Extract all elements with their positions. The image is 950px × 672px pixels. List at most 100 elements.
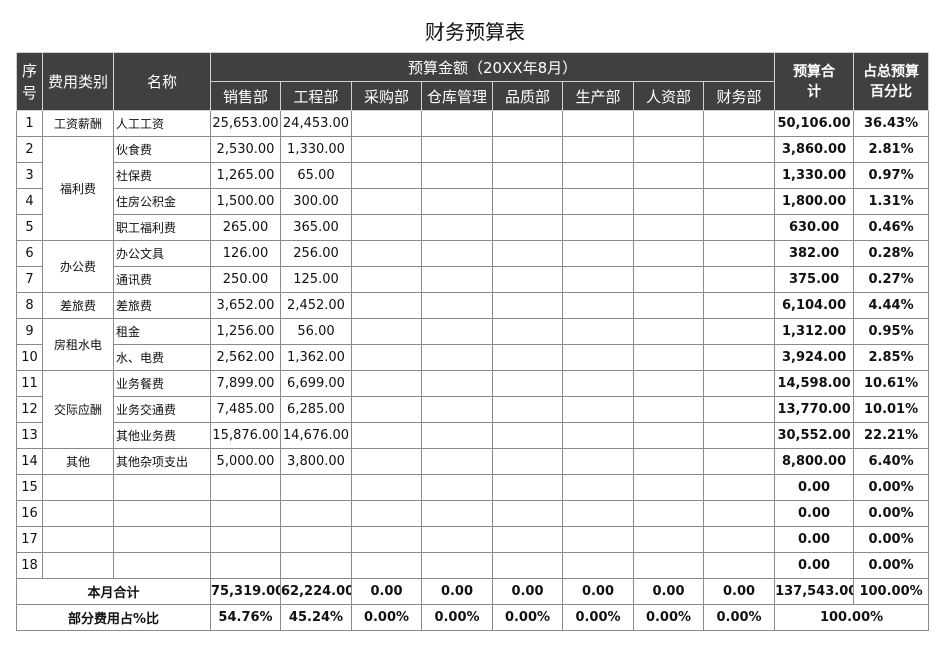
percent-cell: 4.44% <box>853 292 930 319</box>
total-cell: 1,800.00 <box>774 188 855 215</box>
name-cell <box>113 474 211 501</box>
amount-cell <box>421 136 493 163</box>
amount-cell: 65.00 <box>280 162 352 189</box>
total-cell: 14,598.00 <box>774 370 855 397</box>
total-cell: 0.00 <box>774 500 855 527</box>
amount-cell: 1,362.00 <box>280 344 352 371</box>
amount-cell <box>633 422 704 449</box>
amount-cell <box>702 396 776 423</box>
amount-cell <box>351 370 422 397</box>
amount-cell <box>492 396 563 423</box>
amount-cell <box>351 292 422 319</box>
table-row: 12 业务交通费 7,485.00 6,285.00 13,770.00 10.01% <box>16 396 930 423</box>
amount-cell: 0.00 <box>351 578 422 605</box>
amount-cell <box>492 188 563 215</box>
amount-cell: 7,485.00 <box>210 396 281 423</box>
amount-cell <box>421 500 493 527</box>
amount-cell: 7,899.00 <box>210 370 281 397</box>
row-number: 9 <box>16 318 43 345</box>
amount-cell <box>633 266 704 293</box>
percent-cell: 0.28% <box>853 240 930 267</box>
amount-cell <box>702 422 776 449</box>
category-cell <box>42 500 114 527</box>
amount-cell <box>633 136 704 163</box>
amount-cell <box>421 214 493 241</box>
amount-cell <box>562 318 634 345</box>
amount-cell <box>702 370 776 397</box>
percent-cell: 10.61% <box>853 370 930 397</box>
amount-cell: 125.00 <box>280 266 352 293</box>
month-total-row: 本月合计 75,319.00 62,224.00 0.00 0.00 0.00 0.00 0.… <box>16 578 930 605</box>
row-number: 8 <box>16 292 43 319</box>
category-cell: 福利费 <box>42 136 114 241</box>
amount-cell: 3,800.00 <box>280 448 352 475</box>
amount-cell <box>702 474 776 501</box>
row-number: 11 <box>16 370 43 397</box>
amount-cell <box>562 474 634 501</box>
amount-cell: 1,330.00 <box>280 136 352 163</box>
total-cell: 0.00 <box>774 526 855 553</box>
amount-cell <box>492 448 563 475</box>
amount-cell <box>562 162 634 189</box>
amount-cell <box>351 396 422 423</box>
share-cell: 0.00% <box>492 604 563 631</box>
amount-cell <box>702 266 776 293</box>
amount-cell <box>562 396 634 423</box>
amount-cell <box>633 500 704 527</box>
amount-cell <box>421 188 493 215</box>
header-cell: 费用类别 <box>42 52 114 111</box>
amount-cell <box>421 110 493 137</box>
department-header: 仓库管理 <box>421 81 493 111</box>
amount-cell: 6,285.00 <box>280 396 352 423</box>
total-cell: 630.00 <box>774 214 855 241</box>
table-row: 9 房租水电 租金 1,256.00 56.00 1,312.00 0.95% <box>16 318 930 371</box>
amount-cell <box>562 292 634 319</box>
amount-cell: 300.00 <box>280 188 352 215</box>
table-row: 10 水、电费 2,562.00 1,362.00 3,924.00 2.85% <box>16 344 930 371</box>
amount-cell <box>562 136 634 163</box>
amount-cell <box>633 214 704 241</box>
amount-cell <box>210 526 281 553</box>
amount-cell <box>351 214 422 241</box>
total-cell: 100.00% <box>774 604 930 631</box>
table-row: 2 福利费 伙食费 2,530.00 1,330.00 3,860.00 2.81% <box>16 136 930 241</box>
percent-cell: 0.00% <box>853 500 930 527</box>
amount-cell <box>421 474 493 501</box>
amount-cell: 256.00 <box>280 240 352 267</box>
amount-cell <box>421 292 493 319</box>
amount-cell <box>492 370 563 397</box>
row-number: 16 <box>16 500 43 527</box>
percent-cell: 22.21% <box>853 422 930 449</box>
amount-cell <box>351 344 422 371</box>
table-body: 1 工资薪酬 人工工资 25,653.00 24,453.00 50,106.00 36.4… <box>16 110 930 631</box>
amount-cell <box>351 162 422 189</box>
amount-cell <box>702 448 776 475</box>
amount-cell <box>702 214 776 241</box>
amount-cell <box>421 422 493 449</box>
category-cell: 办公费 <box>42 240 114 293</box>
header-cell: 预算合计 <box>774 52 855 111</box>
row-number: 3 <box>16 162 43 189</box>
amount-cell <box>562 370 634 397</box>
amount-cell <box>562 526 634 553</box>
amount-cell <box>210 552 281 579</box>
name-cell: 业务交通费 <box>113 396 211 423</box>
percent-cell: 1.31% <box>853 188 930 215</box>
amount-cell: 365.00 <box>280 214 352 241</box>
amount-cell <box>633 240 704 267</box>
share-cell: 0.00% <box>351 604 422 631</box>
amount-cell <box>633 474 704 501</box>
amount-cell <box>633 370 704 397</box>
category-cell: 交际应酬 <box>42 370 114 449</box>
amount-cell <box>633 552 704 579</box>
amount-cell: 25,653.00 <box>210 110 281 137</box>
amount-cell <box>351 552 422 579</box>
percent-cell: 0.97% <box>853 162 930 189</box>
amount-cell: 0.00 <box>492 578 563 605</box>
amount-cell: 3,652.00 <box>210 292 281 319</box>
amount-cell <box>633 448 704 475</box>
amount-cell: 126.00 <box>210 240 281 267</box>
percent-cell: 36.43% <box>853 110 930 137</box>
table-row: 6 办公费 办公文具 126.00 256.00 382.00 0.28% <box>16 240 930 293</box>
amount-cell <box>421 396 493 423</box>
